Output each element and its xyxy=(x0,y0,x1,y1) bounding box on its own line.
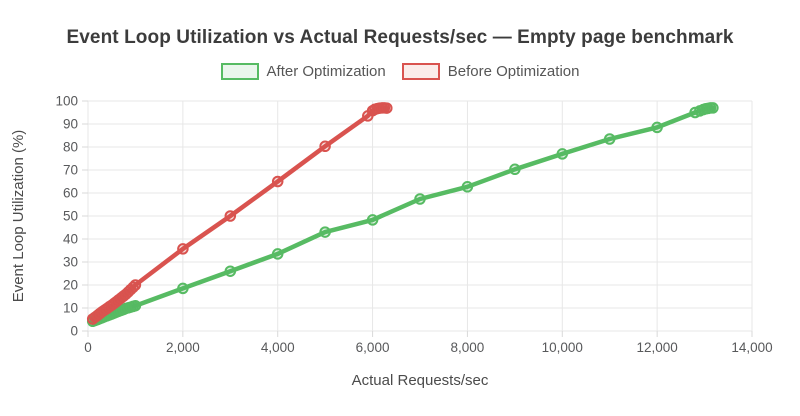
data-point-marker xyxy=(319,140,331,153)
x-axis-title: Actual Requests/sec xyxy=(352,372,489,389)
data-point-marker xyxy=(224,210,237,222)
x-tick-label: 6,000 xyxy=(356,340,390,355)
after-optimization-swatch xyxy=(220,63,259,80)
data-point-marker xyxy=(414,193,426,205)
x-tick-label: 2,000 xyxy=(166,340,200,355)
chart-canvas: 0 10 20 30 40 50 60 70 80 90 100 0 2,000 4,000 6,000 8,… xyxy=(10,94,773,389)
data-point-marker xyxy=(509,163,521,176)
data-point-marker xyxy=(129,279,142,291)
legend-label-after-optimization: After Optimization xyxy=(266,63,386,80)
chart-title: Event Loop Utilization vs Actual Request… xyxy=(66,27,734,48)
x-tick-label: 12,000 xyxy=(636,340,677,355)
y-tick-label: 60 xyxy=(63,186,78,201)
y-tick-label: 30 xyxy=(63,255,78,270)
y-axis-title: Event Loop Utilization (%) xyxy=(10,130,27,303)
legend-label-before-optimization: Before Optimization xyxy=(447,63,580,80)
y-tick-label: 100 xyxy=(55,94,78,109)
before-optimization-swatch xyxy=(401,63,440,80)
x-tick-label: 8,000 xyxy=(451,340,485,355)
chart-legend: After Optimization Before Optimization xyxy=(0,63,800,80)
y-tick-label: 40 xyxy=(63,232,78,247)
y-tick-label: 20 xyxy=(63,278,78,293)
x-tick-label: 4,000 xyxy=(261,340,295,355)
data-point-marker xyxy=(177,282,189,295)
plot-area: 0 10 20 30 40 50 60 70 80 90 100 0 2,000 4,000 6,000 8,… xyxy=(0,90,800,416)
data-point-marker xyxy=(319,226,331,238)
data-point-marker xyxy=(224,265,237,277)
data-point-marker xyxy=(556,148,569,160)
y-tick-label: 50 xyxy=(63,209,78,224)
x-tick-label: 14,000 xyxy=(731,340,772,355)
data-point-marker xyxy=(366,214,379,226)
x-tick-label: 10,000 xyxy=(542,340,583,355)
y-tick-label: 0 xyxy=(70,324,78,339)
legend-item-after-optimization[interactable]: After Optimization xyxy=(220,63,386,80)
data-point-marker xyxy=(603,133,616,145)
data-point-marker xyxy=(129,299,142,312)
data-point-marker xyxy=(271,248,284,260)
x-tick-label: 0 xyxy=(84,340,92,355)
data-point-marker xyxy=(461,181,474,193)
legend-item-before-optimization[interactable]: Before Optimization xyxy=(401,63,580,80)
data-point-marker xyxy=(381,102,393,114)
data-point-marker xyxy=(707,102,719,114)
y-tick-label: 90 xyxy=(63,117,78,132)
y-tick-label: 80 xyxy=(63,140,78,155)
y-tick-label: 10 xyxy=(63,301,78,316)
y-tick-label: 70 xyxy=(63,163,78,178)
data-point-marker xyxy=(651,121,663,134)
data-point-marker xyxy=(177,243,189,255)
data-point-marker xyxy=(271,175,284,188)
